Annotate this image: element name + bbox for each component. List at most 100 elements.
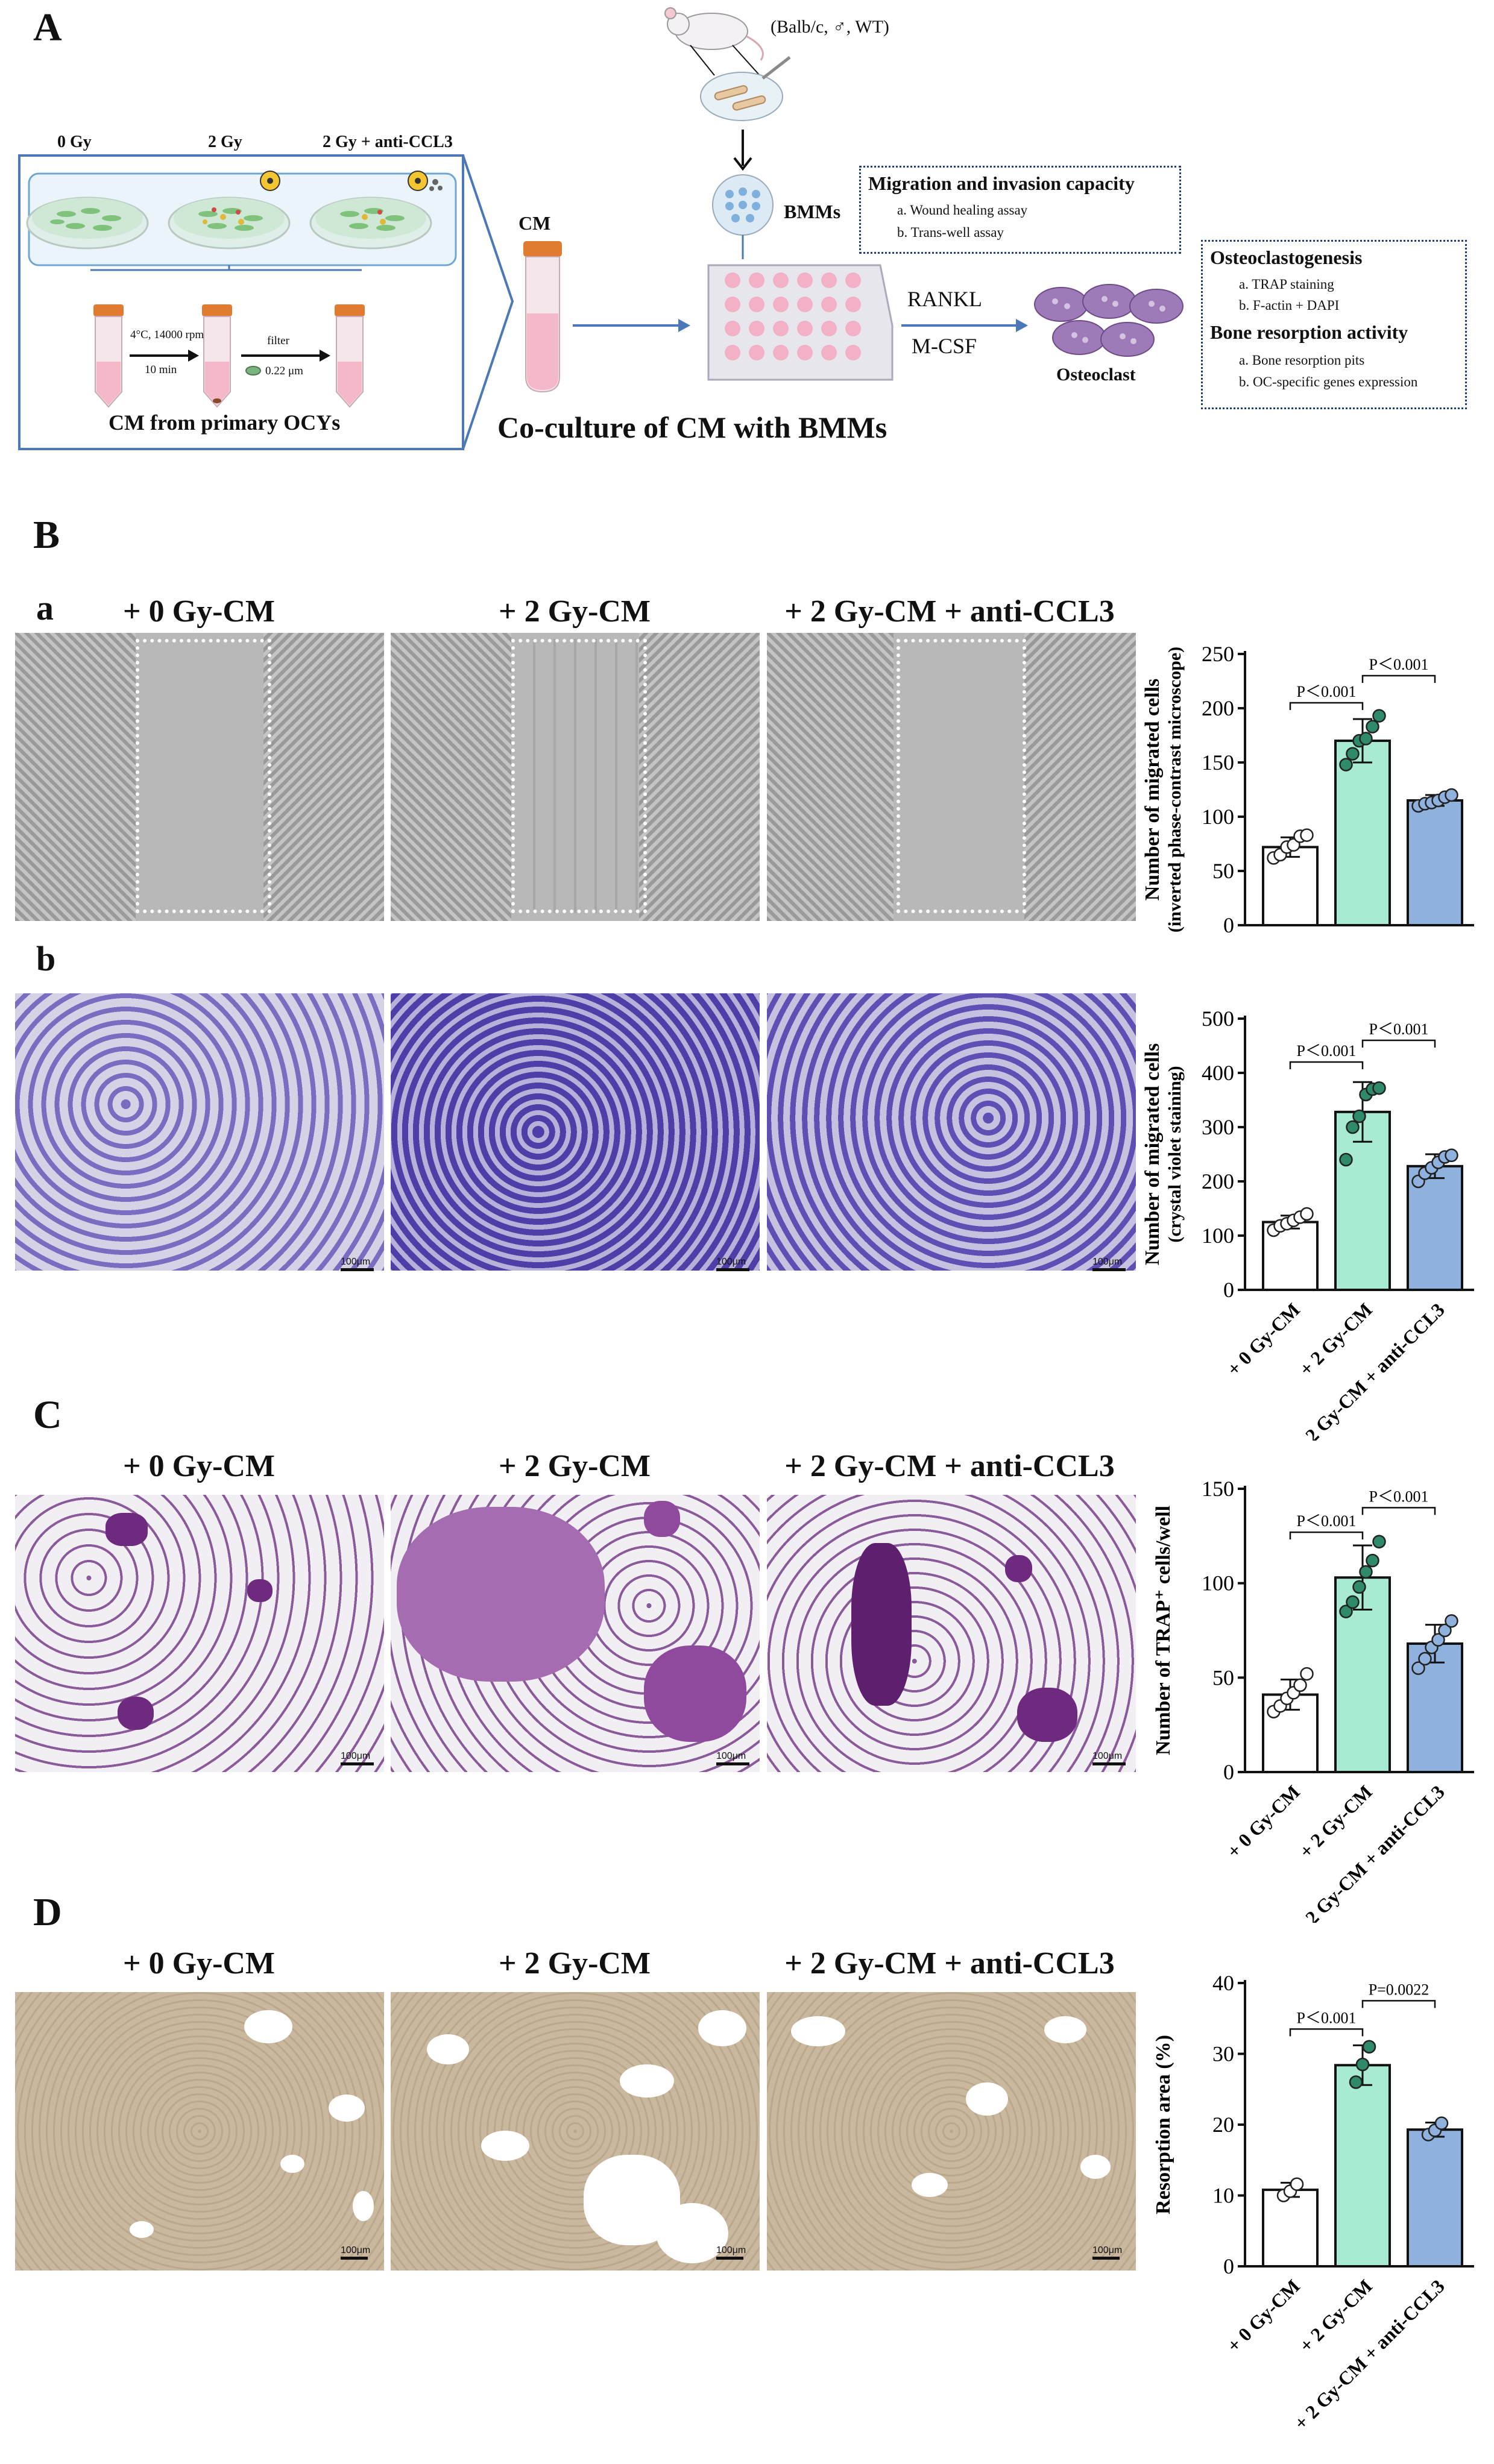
well-plate [707,264,894,381]
y-tick-label: 400 [1202,1061,1234,1085]
dose-2gy-anticcl3-label: 2 Gy + anti-CCL3 [323,133,453,151]
y-tick-label: 0 [1223,2254,1234,2278]
ba-condition-1: + 2 Gy-CM [498,594,651,629]
data-point [1352,1109,1366,1124]
d-condition-2: + 2 Gy-CM + anti-CCL3 [784,1946,1115,1981]
y-tick-label: 100 [1202,1224,1234,1248]
bone-resorption-title: Bone resorption activity [1210,321,1408,343]
d-scale-label-0: 100μm [341,2245,371,2255]
dose-2gy-label: 2 Gy [208,133,242,151]
bar [1407,799,1463,926]
y-tick-label: 150 [1202,750,1234,775]
y-axis-label: (crystal violet staining) [1165,1066,1185,1242]
y-tick-label: 300 [1202,1115,1234,1139]
y-tick-label: 20 [1212,2113,1234,2137]
p-value-label: P＜0.001 [1297,683,1357,700]
significance-bracket [1361,1039,1436,1048]
osteoclast-cells [1034,284,1184,357]
chart-d: 0 10 20 30 40 Resorption area (%) P＜0.001 P=0.0… [1152,1971,1474,2434]
chart-bb: 0 100 200 300 400 500 Number of migrated cells… [1141,1007,1474,1441]
bb-image-2gy-anticcl3 [767,993,1136,1271]
dish-2gy [168,171,291,250]
y-tick-label: 200 [1202,696,1234,720]
bb-scale-label-0: 100μm [341,1257,371,1267]
panel-d-letter: D [33,1890,62,1934]
p-value-label: P＜0.001 [1297,2009,1357,2026]
data-point [1359,1565,1373,1579]
bar [1334,2064,1391,2268]
x-tick-label: + 2 Gy-CM + anti-CCL3 [1290,2275,1449,2434]
bmms-label: BMMs [784,201,841,222]
p-value-label: P＜0.001 [1369,656,1429,673]
ba-condition-0: + 0 Gy-CM [122,594,276,629]
data-point [1346,1595,1360,1609]
c-image-0gy [15,1495,384,1772]
y-tick-label: 0 [1223,1278,1234,1302]
data-point [1346,1120,1360,1134]
data-point [1346,747,1360,761]
y-tick-label: 0 [1223,913,1234,937]
d-scalebar-0 [341,2257,368,2260]
osteoclastogenesis-title: Osteoclastogenesis [1210,247,1363,268]
y-tick-label: 50 [1212,1665,1234,1689]
cm-source-label: CM from primary OCYs [109,410,341,435]
y-tick-label: 500 [1202,1007,1234,1031]
br-item-b: b. OC-specific genes expression [1239,374,1418,389]
significance-bracket [1289,702,1364,710]
data-point [1434,2116,1449,2130]
d-image-0gy [15,1992,384,2271]
bb-image-0gy [15,993,384,1271]
y-tick-label: 100 [1202,1571,1234,1595]
y-tick-label: 30 [1212,2042,1234,2066]
d-image-2gy-anticcl3 [767,1992,1136,2271]
tube-1 [93,304,124,408]
d-scale-label-1: 100μm [716,2245,746,2255]
significance-bracket [1361,1507,1436,1515]
dose-0gy-label: 0 Gy [57,133,92,151]
bmm-dish [712,174,774,236]
c-scale-label-0: 100μm [341,1751,371,1761]
rankl-label: RANKL [907,287,982,311]
oc-item-a: a. TRAP staining [1239,277,1334,292]
c-scalebar-1 [716,1762,749,1765]
p-value-label: P＜0.001 [1297,1512,1357,1530]
d-scalebar-1 [716,2257,743,2260]
osteoclast-label: Osteoclast [1056,365,1136,385]
data-point [1355,2057,1370,2072]
data-point [1438,1623,1452,1638]
significance-bracket [1289,2028,1364,2037]
data-point [1293,1678,1307,1692]
significance-bracket [1289,1061,1364,1069]
centrifuge-time-label: 10 min [145,363,177,376]
x-tick-label: + 0 Gy-CM [1223,1298,1304,1380]
c-scale-label-1: 100μm [716,1751,746,1761]
chart-ba: 0 50 100 150 200 250 Number of migrated cells(… [1141,642,1474,937]
panel-ba-letter: a [36,588,54,627]
c-image-2gy-anticcl3 [767,1495,1136,1772]
x-tick-label: + 0 Gy-CM [1223,2275,1304,2356]
c-condition-1: + 2 Gy-CM [498,1449,651,1483]
migration-item-a: a. Wound healing assay [897,203,1028,218]
y-axis-label: Number of migrated cells [1141,1043,1164,1266]
data-point [1362,2040,1376,2054]
cm-tube [523,241,562,393]
d-scalebar-2 [1092,2257,1120,2260]
data-point [1349,2075,1363,2089]
d-scale-label-2: 100μm [1092,2245,1123,2255]
tube-3 [335,304,365,408]
p-value-label: P＜0.001 [1369,1020,1429,1038]
tube-2 [202,304,232,408]
data-point [1339,1604,1353,1618]
y-axis-label: Number of TRAP⁺ cells/well [1152,1506,1174,1755]
migration-box: Migration and invasion capacity a. Wound… [859,166,1181,254]
c-condition-0: + 0 Gy-CM [122,1449,276,1483]
data-point [1418,1652,1432,1666]
migration-box-title: Migration and invasion capacity [868,172,1135,194]
data-point [1339,1152,1353,1167]
data-point [1445,788,1458,802]
dish-2gy-anticcl3 [309,171,443,250]
y-tick-label: 100 [1202,805,1234,829]
y-axis-label: Number of migrated cells [1141,679,1164,901]
data-point [1431,1633,1445,1647]
data-point [1445,1614,1458,1628]
